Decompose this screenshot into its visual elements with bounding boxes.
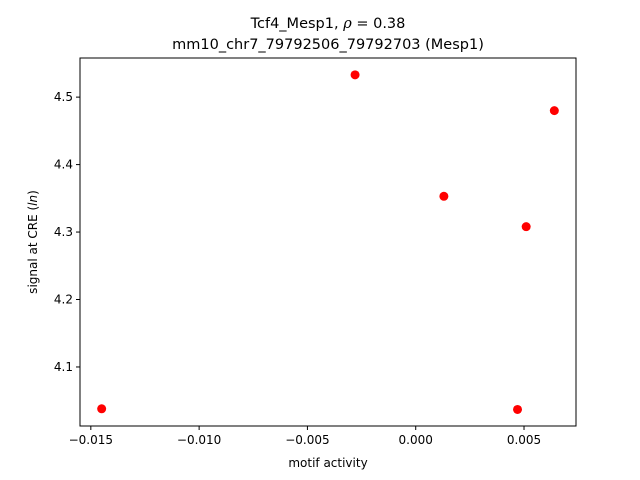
data-point <box>549 106 559 116</box>
y-tick-label: 4.3 <box>54 225 73 239</box>
y-tick-label: 4.2 <box>54 293 73 307</box>
y-tick-label: 4.5 <box>54 90 73 104</box>
x-tick-label: 0.005 <box>507 433 541 447</box>
data-point <box>350 70 360 80</box>
x-tick-label: −0.005 <box>285 433 329 447</box>
y-axis-label: signal at CRE (ln) <box>26 190 40 294</box>
x-tick-label: −0.015 <box>69 433 113 447</box>
data-point <box>439 191 449 201</box>
plot-area: −0.015 −0.010 −0.005 0.000 0.005 4.1 4.2 4.3 4.4… <box>54 57 577 447</box>
x-axis-label: motif activity <box>288 456 367 470</box>
data-point <box>97 404 107 414</box>
data-point <box>521 222 531 232</box>
x-tick-label: −0.010 <box>177 433 221 447</box>
axes-frame <box>79 57 577 427</box>
data-point <box>513 404 523 414</box>
chart-title-line2: mm10_chr7_79792506_79792703 (Mesp1) <box>172 37 484 53</box>
y-tick-label: 4.1 <box>54 360 73 374</box>
chart-title-line1: Tcf4_Mesp1, ρ = 0.38 <box>250 16 406 32</box>
y-tick-label: 4.4 <box>54 158 73 172</box>
x-tick-label: 0.000 <box>399 433 433 447</box>
